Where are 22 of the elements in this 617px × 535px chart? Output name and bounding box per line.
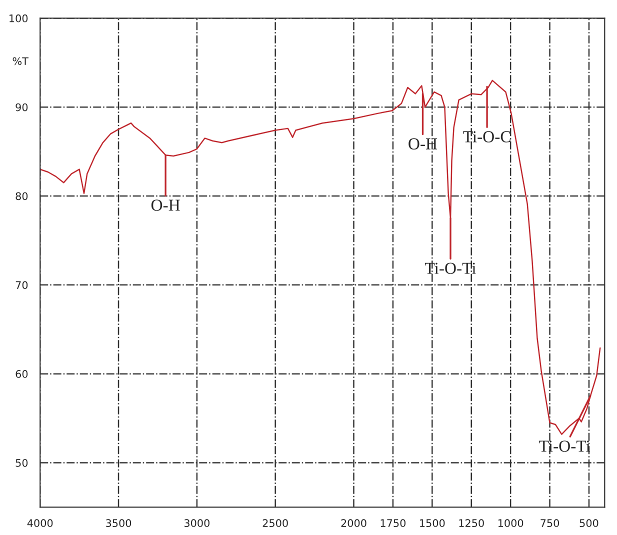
x-tick-label: 2000	[341, 519, 366, 528]
annotation: O-H	[151, 200, 180, 211]
annotation: Ti-O-C	[463, 131, 510, 142]
x-tick-label: 4000	[27, 519, 53, 528]
x-tick-label: 1250	[459, 519, 484, 528]
y-tick-label: 60	[16, 370, 28, 378]
y-tick-label: 100	[10, 14, 28, 22]
y-tick-label: 90	[16, 103, 28, 112]
annotation: Ti-O-Ti	[539, 440, 590, 452]
y-tick-label: 50	[16, 458, 28, 467]
y-tick-label: 80	[16, 192, 28, 200]
annotation: Ti-O-Ti	[425, 262, 476, 274]
x-tick-label: 2500	[262, 519, 288, 528]
x-tick-label: 3000	[184, 519, 210, 528]
y-tick-label: 70	[16, 281, 28, 290]
x-tick-label: 1000	[498, 519, 524, 528]
y-axis-title: %T	[12, 57, 29, 66]
x-tick-label: 1500	[420, 519, 445, 528]
x-tick-label: 500	[580, 519, 598, 528]
x-tick-label: 3500	[106, 519, 132, 528]
x-tick-label: 750	[540, 519, 560, 528]
x-tick-label: 1750	[380, 519, 406, 528]
